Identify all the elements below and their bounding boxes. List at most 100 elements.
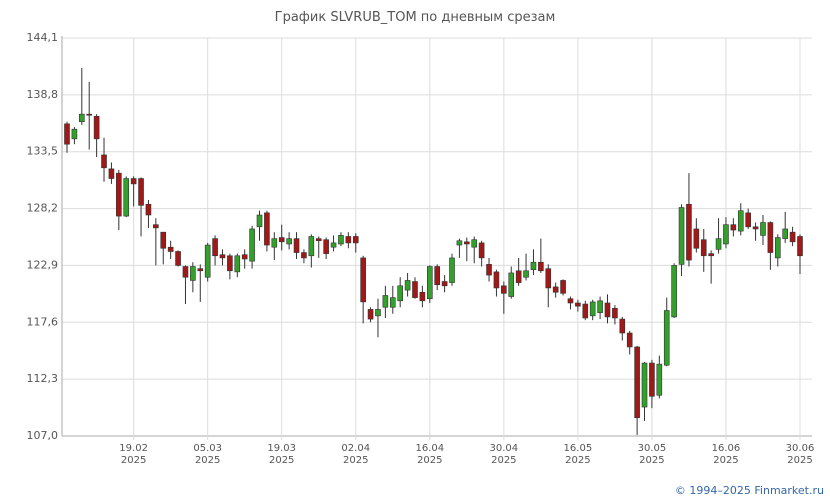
candle-body [730,224,737,231]
candle-body [545,268,552,289]
y-tick-label: 107,0 [27,429,59,442]
x-tick-label: 16.06 2025 [711,443,741,466]
candle-body [538,261,544,272]
candle-body [649,362,655,397]
candle-body [493,271,500,289]
candle-body [101,154,107,169]
candle-body [123,178,130,217]
candle-body [271,238,278,248]
candle-body [153,224,159,229]
candle-body [634,346,640,419]
candle-body [441,281,448,287]
candle-body [597,300,603,313]
x-tick-label: 02.04 2025 [341,443,371,466]
candle-body [530,261,537,271]
y-tick-label: 117,6 [27,315,59,328]
x-tick-label: 30.05 2025 [637,443,667,466]
candle-body [197,268,204,272]
candle-body [345,236,352,244]
candle-body [700,239,707,257]
candle-body [478,242,485,259]
candle-body [575,302,581,307]
credit[interactable]: © 1994–2025 Finmarket.ru [674,484,824,497]
candle-body [789,231,796,243]
x-tick-label: 05.03 2025 [193,443,222,466]
y-tick-label: 138,8 [27,88,59,101]
candle-body [486,264,492,276]
candle-body [182,266,189,278]
candle-body [108,168,115,179]
candle-body [456,240,463,246]
candle-body [693,228,700,249]
candle-body [93,116,100,140]
candle-body [752,226,759,230]
x-tick-label: 19.02 2025 [119,443,148,466]
candle-body [79,113,85,122]
candle-body [367,309,374,320]
candle-body [508,272,515,297]
candle-body [434,266,441,286]
candle-body [774,237,781,259]
candle-body [308,236,315,257]
candle-body [234,255,241,273]
candle-body [160,231,167,249]
y-tick-label: 144,1 [27,31,59,44]
candle-body [389,297,396,308]
candle-body [175,251,181,266]
candle-body [760,222,766,236]
candle-body [671,265,677,318]
candle-body [471,239,478,248]
candle-body [404,280,411,291]
candle-body [360,257,366,303]
candle-body [145,203,152,216]
candle-body [715,238,722,250]
candle-body [426,266,433,299]
candle-body [663,310,670,366]
candle-body [656,363,663,396]
candle-body [449,257,455,283]
candle-body [797,236,803,257]
candle-body [641,362,648,408]
candle-body [64,123,70,145]
candle-body [278,237,285,243]
candle-body [464,241,470,245]
candle-body [375,309,381,317]
candle-body [626,332,633,348]
candle-body [560,280,566,294]
candle-body [745,212,751,228]
candle-body [330,242,337,248]
candle-body [227,255,233,272]
candle-body [190,266,196,281]
candle-body [219,254,226,259]
candle-body [293,238,300,253]
candle-body [130,178,137,185]
candle-body [301,252,307,259]
y-tick-label: 122,9 [27,258,59,271]
candle-body [138,178,144,206]
candle-body [782,228,788,239]
candle-body [286,238,292,245]
candle-body [323,239,329,254]
candle-body [501,285,507,294]
candle-body [686,203,692,261]
candle-body [71,128,78,140]
x-tick-label: 16.04 2025 [415,443,445,466]
candle-body [241,254,248,260]
candle-body [256,214,263,228]
candle-body [212,238,218,257]
candle-body [515,270,522,283]
x-tick-label: 16.05 2025 [563,443,593,466]
candle-body [708,253,714,257]
candle-body [419,291,426,302]
candle-body [382,295,389,308]
x-tick-label: 30.04 2025 [489,443,519,466]
candle-body [397,285,403,302]
candle-body [264,212,270,246]
candle-body [767,222,774,253]
candle-body [338,235,344,245]
candle-body [412,281,418,298]
y-tick-label: 133,5 [27,145,59,158]
y-tick-label: 128,2 [27,202,59,215]
candle-body [352,236,359,244]
